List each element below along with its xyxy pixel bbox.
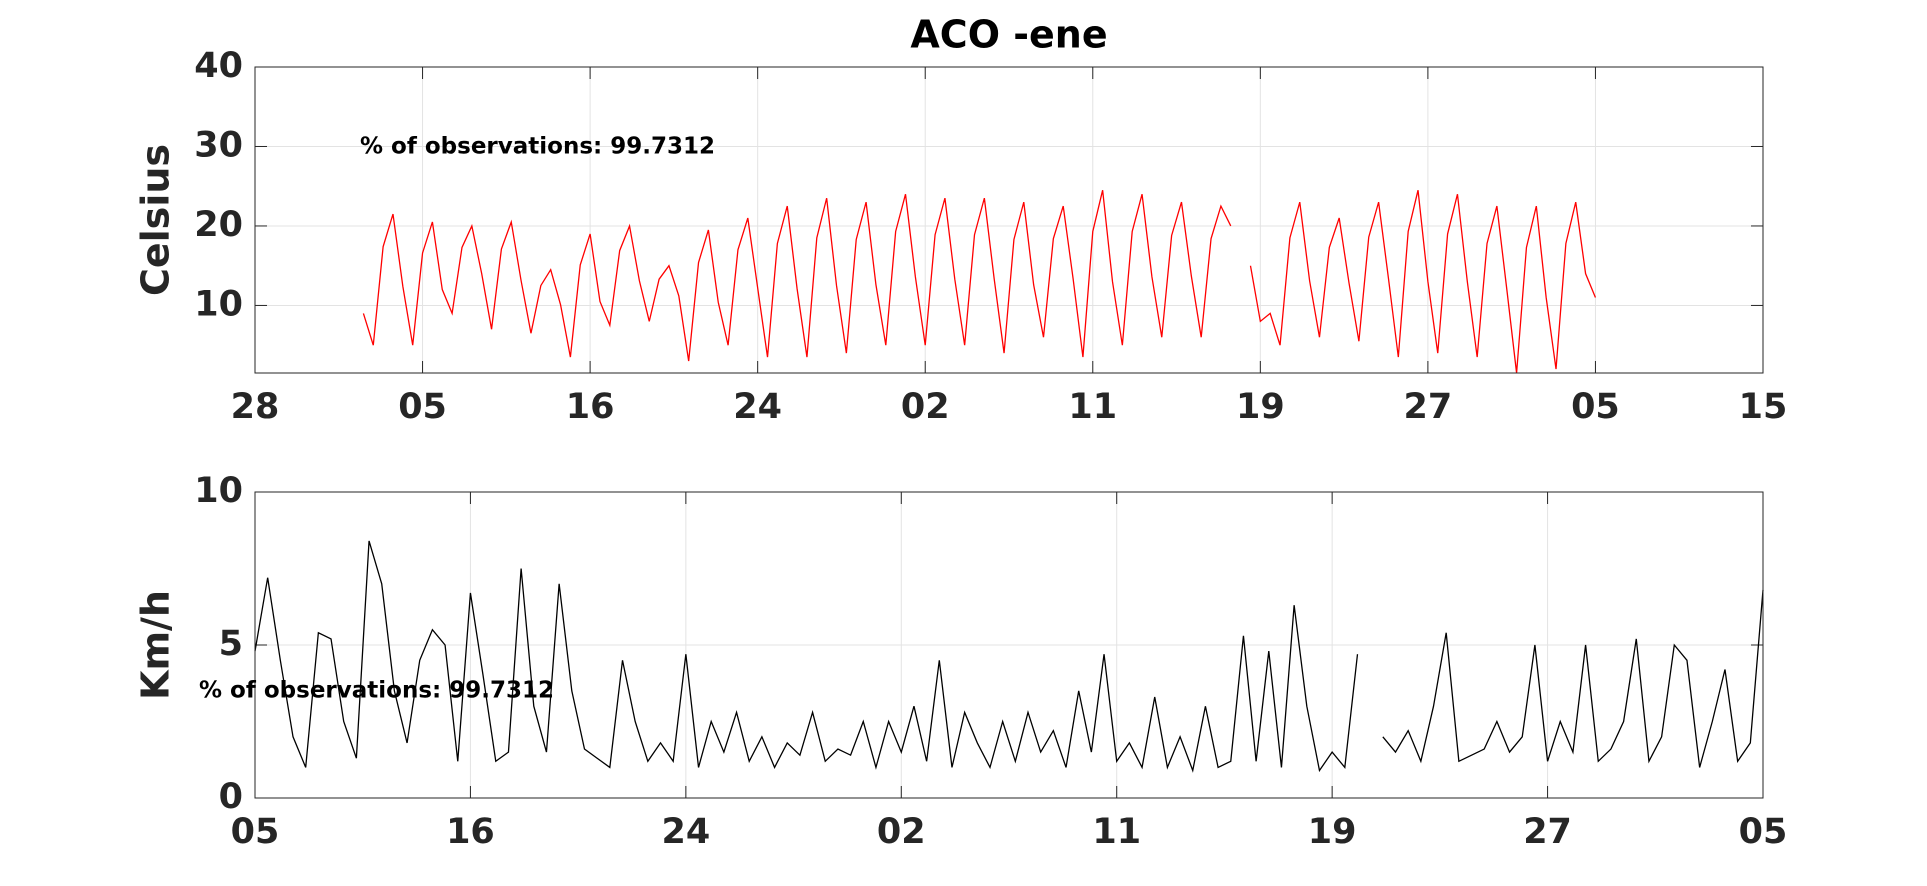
- x-tick-label: 15: [1739, 387, 1788, 427]
- axes-box: [254, 66, 1764, 374]
- y-axis-label: Km/h: [134, 590, 178, 700]
- x-tick-label: 02: [901, 387, 950, 427]
- x-tick-label: 11: [1068, 387, 1117, 427]
- data-line: [254, 540, 1359, 773]
- x-tick-label: 19: [1308, 812, 1357, 852]
- x-tick-label: 05: [231, 812, 280, 852]
- data-line: [1249, 190, 1597, 374]
- y-tick-label: 10: [194, 284, 243, 324]
- x-tick-label: 11: [1092, 812, 1141, 852]
- y-tick-label: 10: [194, 471, 243, 511]
- y-tick-label: 40: [194, 46, 243, 86]
- plot-area: [255, 67, 1763, 373]
- x-tick-label: 05: [1571, 387, 1620, 427]
- x-tick-label: 16: [566, 387, 615, 427]
- x-tick-label: 05: [1739, 812, 1788, 852]
- x-tick-label: 05: [398, 387, 447, 427]
- y-tick-label: 30: [194, 125, 243, 165]
- annotation: % of observations: 99.7312: [360, 134, 715, 160]
- data-line: [1382, 589, 1764, 768]
- y-tick-label: 20: [194, 205, 243, 245]
- x-tick-label: 27: [1523, 812, 1572, 852]
- x-tick-label: 02: [877, 812, 926, 852]
- y-tick-label: 0: [219, 777, 243, 817]
- y-tick-label: 5: [219, 624, 243, 664]
- axes-box: [254, 491, 1764, 799]
- y-axis-label: Celsius: [134, 144, 178, 296]
- x-tick-label: 28: [231, 387, 280, 427]
- x-tick-label: 24: [733, 387, 782, 427]
- x-tick-label: 27: [1404, 387, 1453, 427]
- x-tick-label: 16: [446, 812, 495, 852]
- x-tick-label: 19: [1236, 387, 1285, 427]
- chart-title: ACO -ene: [910, 13, 1107, 57]
- data-line: [362, 190, 1232, 362]
- annotation: % of observations: 99.7312: [199, 678, 554, 704]
- x-tick-label: 24: [661, 812, 710, 852]
